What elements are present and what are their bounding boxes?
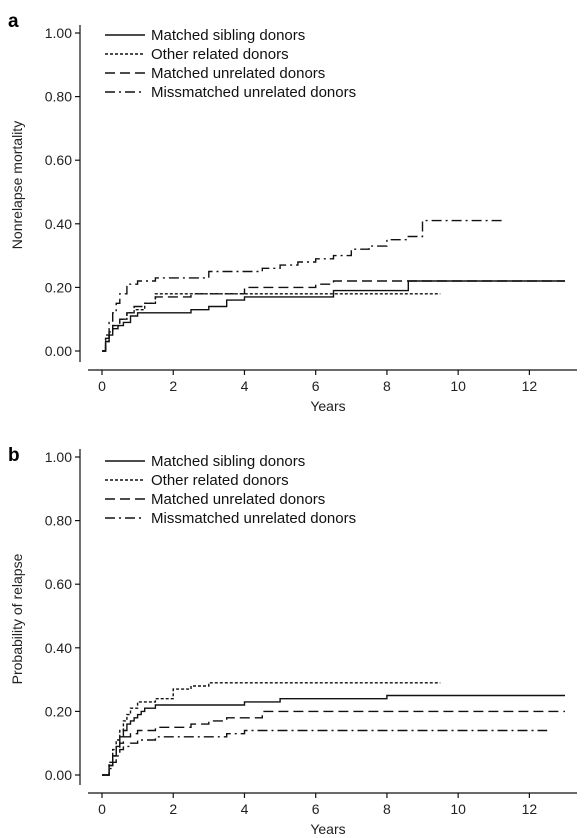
panel-a-legend-label: Matched sibling donors — [151, 27, 305, 44]
panel-a-series-dashed — [102, 280, 565, 352]
panel-a-x-tick-label: 8 — [383, 378, 391, 394]
panel-b-series-solid — [102, 694, 565, 776]
panel-b-x-tick-label: 6 — [312, 801, 320, 817]
panel-b-letter: b — [8, 445, 20, 466]
panel-a-x-axis-label: Years — [310, 398, 345, 414]
panel-a-x-tick-label: 0 — [98, 378, 106, 394]
panel-b-y-axis-label: Probability of relapse — [9, 553, 25, 684]
panel-b-y-tick-label: 0.40 — [45, 640, 72, 656]
panel-b-legend-label: Matched sibling donors — [151, 453, 305, 470]
panel-a: a Nonrelapse mortality Years 0.00 0.20 0.4… — [8, 11, 577, 414]
panel-a-y-tick-label: 0.20 — [45, 279, 72, 295]
panel-a-y-axis-label: Nonrelapse mortality — [9, 121, 25, 249]
panel-b-legend-label: Matched unrelated donors — [151, 491, 325, 508]
panel-b-x-tick-label: 12 — [522, 801, 538, 817]
panel-b-x-tick-label: 4 — [241, 801, 249, 817]
panel-b-series-dashdot — [102, 729, 548, 776]
panel-a-y-tick-label: 0.00 — [45, 343, 72, 359]
panel-a-series-dashdot — [102, 219, 505, 352]
panel-a-x-tick-label: 10 — [450, 378, 466, 394]
panel-a-y-tick-label: 1.00 — [45, 25, 72, 41]
panel-a-x-tick-label: 6 — [312, 378, 320, 394]
panel-a-plot-area: 0.00 0.20 0.40 0.60 0.80 1.00 0 2 4 6 8 10 12 Matched… — [45, 25, 577, 394]
panel-a-legend-label: Matched unrelated donors — [151, 65, 325, 82]
panel-a-series-solid — [102, 280, 565, 352]
panel-a-series-dotted — [102, 293, 441, 352]
panel-b-y-tick-label: 0.20 — [45, 703, 72, 719]
panel-b-legend-label: Missmatched unrelated donors — [151, 510, 356, 527]
panel-a-legend-label: Missmatched unrelated donors — [151, 84, 356, 101]
panel-b-series-dotted — [102, 682, 441, 776]
panel-b-x-tick-label: 10 — [450, 801, 466, 817]
panel-a-x-tick-label: 2 — [169, 378, 177, 394]
panel-b-y-tick-label: 0.60 — [45, 576, 72, 592]
panel-b-x-tick-label: 8 — [383, 801, 391, 817]
panel-b-x-tick-label: 0 — [98, 801, 106, 817]
panel-a-x-tick-label: 4 — [241, 378, 249, 394]
panel-a-x-tick-label: 12 — [522, 378, 538, 394]
panel-b-y-tick-label: 1.00 — [45, 449, 72, 465]
panel-a-y-tick-label: 0.60 — [45, 152, 72, 168]
panel-a-y-tick-label: 0.80 — [45, 89, 72, 105]
panel-a-legend-label: Other related donors — [151, 46, 289, 63]
panel-b-legend-label: Other related donors — [151, 472, 289, 489]
panel-b-x-tick-label: 2 — [169, 801, 177, 817]
panel-b-plot-area: 0.00 0.20 0.40 0.60 0.80 1.00 0 2 4 6 8 10 12 Matched… — [45, 449, 577, 817]
panel-a-letter: a — [8, 11, 19, 32]
panel-b-y-tick-label: 0.00 — [45, 767, 72, 783]
panel-a-y-tick-label: 0.40 — [45, 216, 72, 232]
panel-b-series-dashed — [102, 710, 565, 776]
panel-b: b Probability of relapse Years 0.000.200… — [8, 445, 577, 837]
panel-b-x-axis-label: Years — [310, 821, 345, 837]
panel-b-y-tick-label: 0.80 — [45, 513, 72, 529]
